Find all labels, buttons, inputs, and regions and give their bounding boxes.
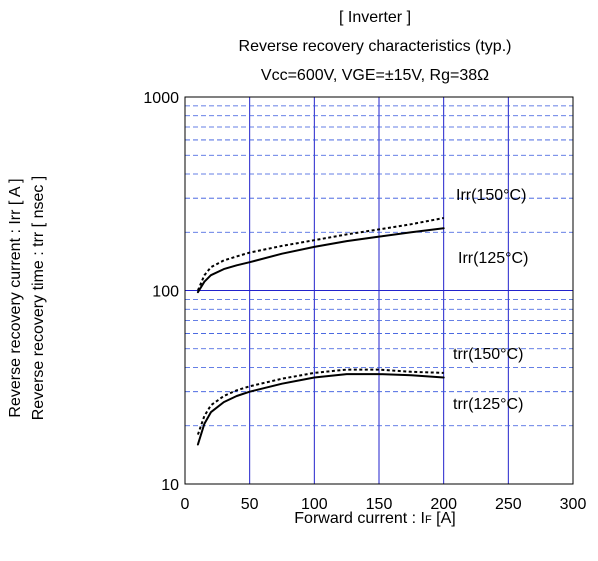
series-labels: Irr(150°C) Irr(125°C) trr(150°C) trr(125°C) — [453, 187, 528, 413]
series-line — [196, 368, 444, 435]
chart-title: [ Inverter ] — [339, 9, 411, 26]
y-axis-label-time: Reverse recovery time : trr [ nsec ] — [30, 176, 47, 421]
series-line — [196, 217, 444, 291]
y-tick-label: 1000 — [143, 90, 179, 107]
chart-conditions: Vcc=600V, VGE=±15V, Rg=38Ω — [261, 67, 489, 84]
series-line — [196, 227, 445, 294]
series-line — [196, 373, 445, 446]
x-tick-label: 250 — [495, 496, 522, 513]
x-tick-label: 200 — [430, 496, 457, 513]
x-axis-label: Forward current : IF [A] — [294, 510, 455, 527]
series-label: Irr(125°C) — [458, 250, 528, 267]
x-tick-label: 150 — [366, 496, 393, 513]
series-label: trr(125°C) — [453, 396, 523, 413]
x-tick-label: 0 — [181, 496, 190, 513]
series-label: trr(150°C) — [453, 346, 523, 363]
x-tick-label: 50 — [241, 496, 259, 513]
x-tick-label: 300 — [560, 496, 587, 513]
gridlines — [185, 97, 573, 484]
chart-subtitle: Reverse recovery characteristics (typ.) — [239, 38, 512, 55]
curves — [196, 217, 445, 446]
tick-labels: 0 50 100 150 200 250 300 10 100 1000 — [143, 90, 586, 513]
y-tick-label: 10 — [161, 477, 179, 494]
series-label: Irr(150°C) — [456, 187, 526, 204]
y-tick-label: 100 — [152, 284, 179, 301]
plot-frame — [184, 96, 574, 485]
x-tick-label: 100 — [301, 496, 328, 513]
y-axis-label-current: Reverse recovery current : Irr [ A ] — [7, 178, 24, 417]
